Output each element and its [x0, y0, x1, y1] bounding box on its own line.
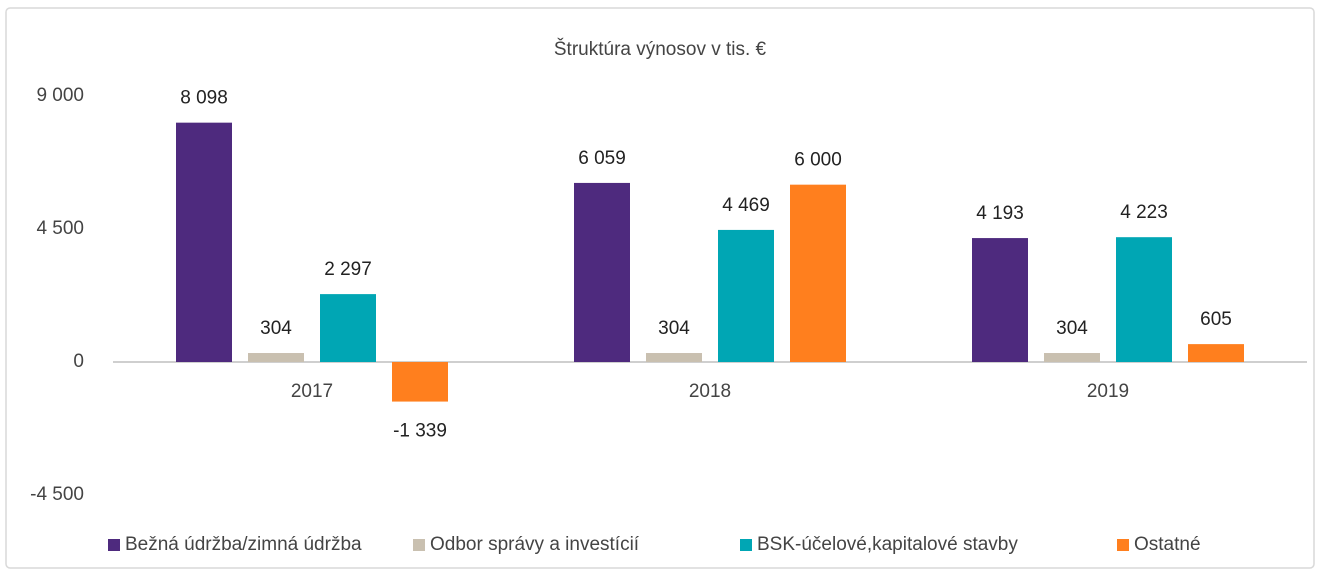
- bar: [972, 238, 1028, 362]
- data-label: 4 193: [976, 203, 1024, 224]
- legend-swatch: [740, 539, 752, 551]
- data-label: 2 297: [324, 259, 372, 280]
- data-label: 8 098: [180, 88, 228, 109]
- bar: [1116, 237, 1172, 362]
- bar: [574, 182, 630, 362]
- y-tick-label: 0: [73, 351, 84, 372]
- legend-label: Odbor správy a investícií: [430, 534, 640, 555]
- data-label: 304: [658, 318, 690, 339]
- y-tick-label: 4 500: [36, 218, 84, 239]
- legend-swatch: [1117, 539, 1129, 551]
- bar: [248, 353, 304, 362]
- bar: [392, 362, 448, 402]
- x-tick-label: 2017: [291, 381, 333, 402]
- data-label: 304: [1056, 318, 1088, 339]
- data-label: 6 000: [794, 150, 842, 171]
- data-label: 6 059: [578, 148, 626, 169]
- bar: [1044, 353, 1100, 362]
- legend-label: Bežná údržba/zimná údržba: [125, 534, 362, 555]
- x-tick-label: 2019: [1087, 381, 1129, 402]
- legend-swatch: [413, 539, 425, 551]
- x-tick-label: 2018: [689, 381, 731, 402]
- data-label: -1 339: [393, 421, 447, 442]
- bar: [790, 184, 846, 362]
- legend-label: BSK-účelové,kapitalové stavby: [757, 534, 1018, 555]
- bar: [176, 122, 232, 362]
- legend-label: Ostatné: [1134, 534, 1201, 555]
- data-label: 605: [1200, 309, 1232, 330]
- data-label: 304: [260, 318, 292, 339]
- data-label: 4 223: [1120, 202, 1168, 223]
- bar: [320, 294, 376, 362]
- y-tick-label: -4 500: [30, 484, 84, 505]
- data-label: 4 469: [722, 195, 770, 216]
- y-tick-label: 9 000: [36, 85, 84, 106]
- legend-swatch: [108, 539, 120, 551]
- chart-border: [5, 7, 1315, 569]
- bar: [718, 229, 774, 362]
- bar: [646, 353, 702, 362]
- chart-title: Štruktúra výnosov v tis. €: [554, 38, 767, 60]
- bar: [1188, 344, 1244, 362]
